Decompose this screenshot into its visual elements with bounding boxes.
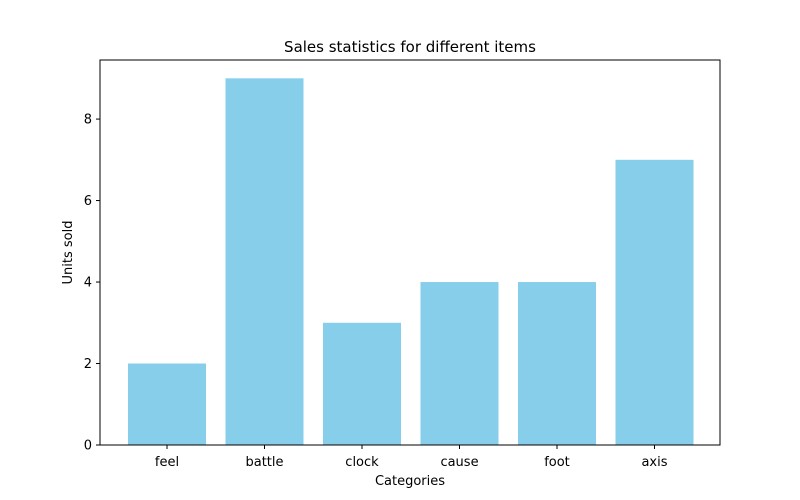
x-tick-label-cause: cause — [440, 455, 478, 470]
y-tick-label-2: 2 — [84, 357, 92, 372]
y-axis-ticks: 0 2 4 6 8 — [84, 113, 100, 454]
bar-foot — [518, 282, 596, 445]
x-tick-label-clock: clock — [345, 455, 379, 470]
bar-clock — [323, 322, 401, 445]
x-tick-label-axis: axis — [641, 455, 667, 470]
y-tick-label-0: 0 — [84, 439, 92, 454]
y-tick-label-6: 6 — [84, 194, 92, 209]
bar-battle — [225, 78, 304, 445]
x-axis-ticks: feel battle clock cause foot axis — [155, 445, 668, 470]
x-tick-label-battle: battle — [245, 455, 283, 470]
bars-group — [128, 78, 694, 445]
x-tick-label-feel: feel — [155, 455, 179, 470]
x-tick-label-foot: foot — [544, 455, 570, 470]
x-axis-label: Categories — [375, 474, 445, 489]
bar-axis — [615, 159, 694, 445]
plot-frame — [99, 59, 721, 446]
y-tick-label-4: 4 — [84, 276, 92, 291]
y-axis-label: Units sold — [61, 221, 76, 285]
y-tick-label-8: 8 — [84, 113, 92, 128]
chart-title: Sales statistics for different items — [284, 38, 536, 56]
bar-feel — [128, 363, 206, 445]
bar-cause — [420, 282, 499, 445]
